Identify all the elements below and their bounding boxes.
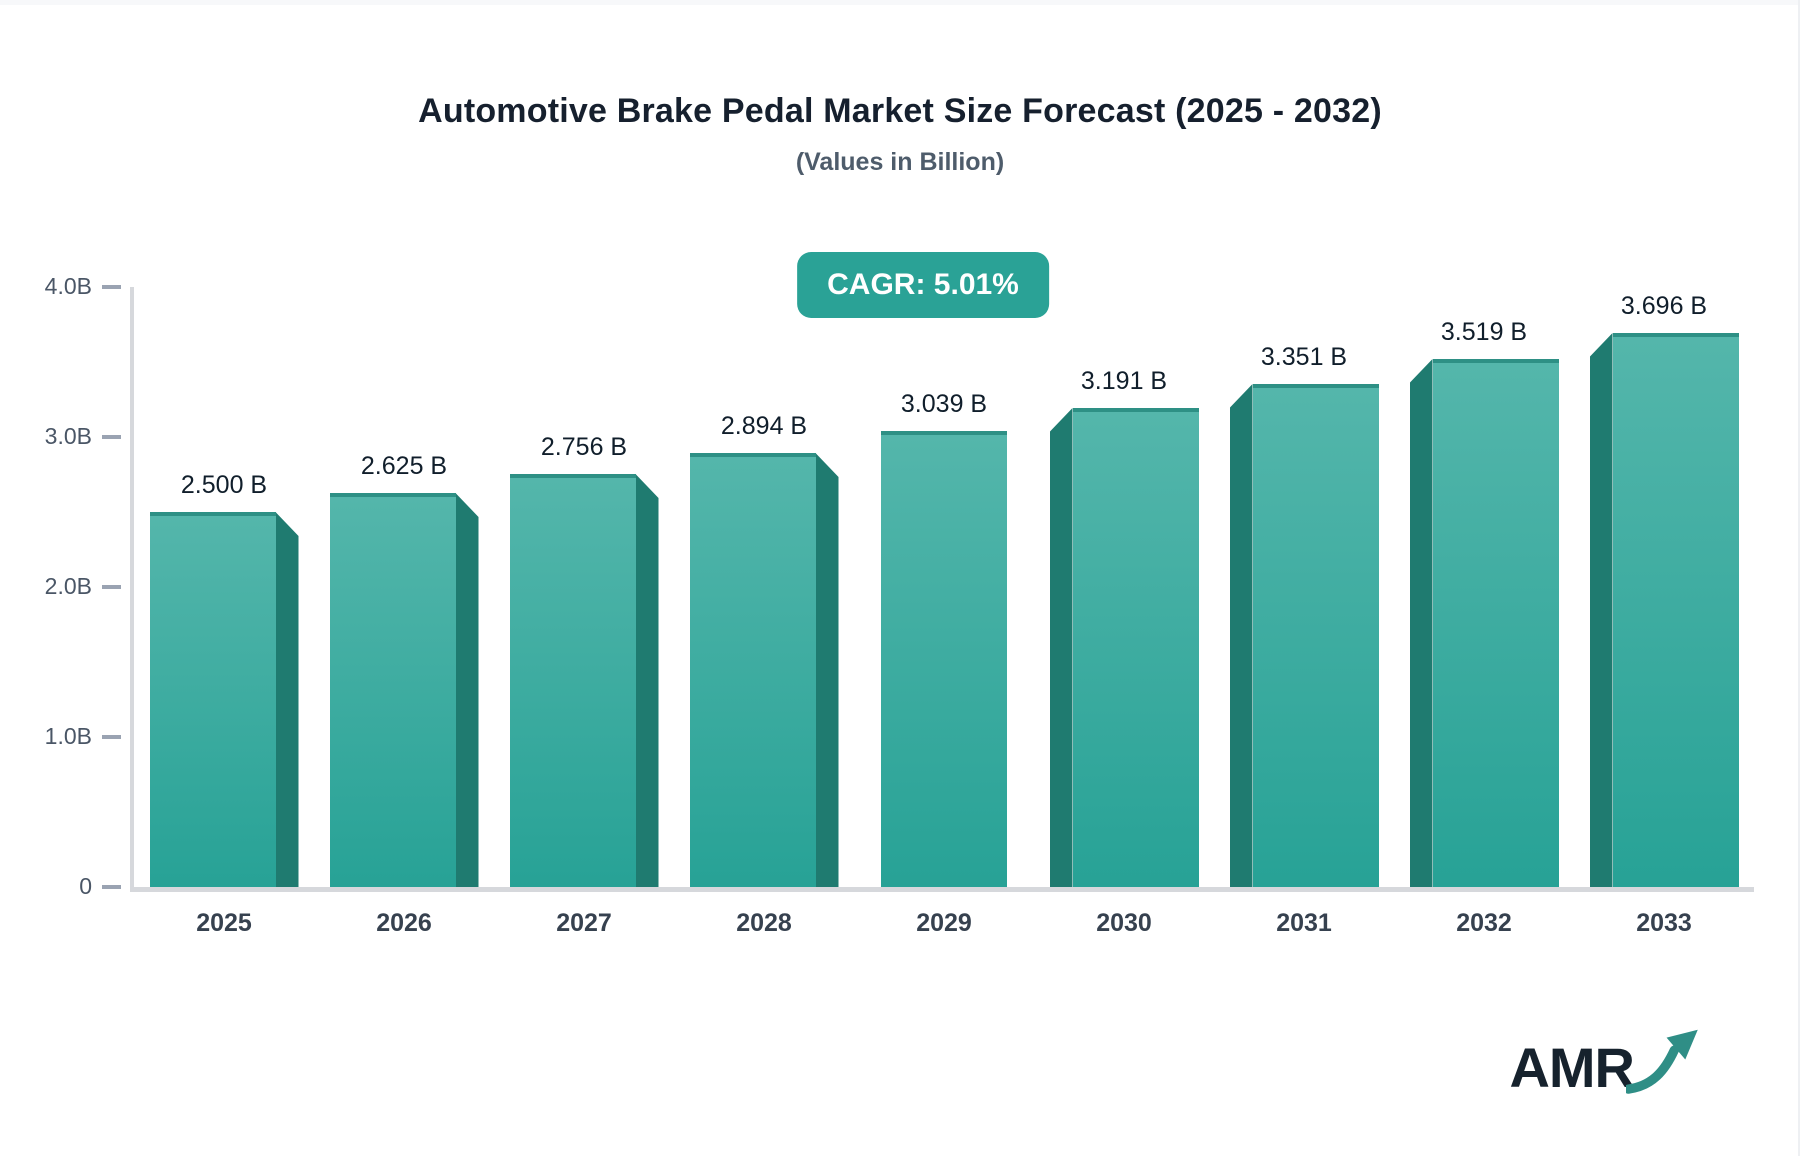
bar-value-label-2027: 2.756 B [540, 433, 628, 461]
chart-subtitle: (Values in Billion) [795, 148, 1005, 176]
bar-slot-2026: 2.625 B 2026 [314, 287, 494, 937]
bar-slot-2028: 2.894 B 2028 [674, 287, 854, 937]
bar-2026: 2.625 B 2026 [329, 452, 479, 937]
bar-value-label-2030: 3.191 B [1080, 367, 1168, 395]
plot-area: 2.500 B 2025 2.625 B 2026 2.756 B 2027 2.894 B… [45, 273, 1754, 937]
bar-side-panel-2030 [1049, 408, 1073, 887]
bar-2028: 2.894 B 2028 [689, 412, 839, 937]
x-axis-label-2025: 2025 [196, 909, 252, 937]
y-axis-tick-4.0B [102, 285, 121, 289]
y-axis-label-3.0B: 3.0B [44, 423, 92, 449]
bar-side-panel-2025 [275, 512, 299, 887]
y-axis-label-1.0B: 1.0B [44, 723, 92, 749]
y-axis-tick-3.0B [102, 435, 121, 439]
bar-face-2029[interactable] [881, 431, 1007, 887]
x-axis-label-2027: 2027 [556, 909, 612, 937]
bar-face-2026[interactable] [329, 493, 456, 887]
y-axis-tick-2.0B [102, 585, 121, 589]
page-right-border [1798, 0, 1800, 1156]
bar-face-2025[interactable] [149, 512, 276, 887]
y-axis-label-2.0B: 2.0B [44, 573, 92, 599]
bar-value-label-2031: 3.351 B [1260, 343, 1348, 371]
bar-2025: 2.500 B 2025 [149, 471, 299, 937]
bar-face-2032[interactable] [1432, 359, 1559, 887]
bar-value-label-2029: 3.039 B [900, 390, 988, 418]
x-axis-label-2030: 2030 [1096, 909, 1152, 937]
bar-side-panel-2027 [635, 474, 659, 887]
bar-slot-2031: 3.351 B 2031 [1214, 287, 1394, 937]
bar-slot-2025: 2.500 B 2025 [134, 287, 314, 937]
bar-2031: 3.351 B 2031 [1229, 343, 1379, 937]
x-axis-label-2026: 2026 [376, 909, 432, 937]
bar-side-panel-2031 [1229, 384, 1253, 887]
bar-face-2033[interactable] [1612, 333, 1739, 887]
cagr-badge: CAGR: 5.01% [797, 252, 1049, 318]
y-axis-label-4.0B: 4.0B [44, 273, 92, 299]
bar-value-label-2025: 2.500 B [180, 471, 268, 499]
page-top-border [0, 0, 1800, 5]
bar-2029: 3.039 B 2029 [881, 390, 1007, 937]
bar-side-panel-2028 [815, 453, 839, 887]
x-axis-label-2028: 2028 [736, 909, 792, 937]
x-axis-label-2029: 2029 [916, 909, 972, 937]
bar-face-2031[interactable] [1252, 384, 1379, 887]
bar-value-label-2028: 2.894 B [720, 412, 808, 440]
bar-2030: 3.191 B 2030 [1049, 367, 1199, 937]
x-axis-label-2031: 2031 [1276, 909, 1332, 937]
bar-slot-2027: 2.756 B 2027 [494, 287, 674, 937]
x-axis-label-2032: 2032 [1456, 909, 1512, 937]
bar-face-2027[interactable] [509, 474, 636, 887]
y-axis-tick-1.0B [102, 735, 121, 739]
bar-side-panel-2032 [1409, 359, 1433, 887]
amr-logo: AMR [1509, 1026, 1704, 1096]
bar-side-panel-2026 [455, 493, 479, 887]
chart-title: Automotive Brake Pedal Market Size Forec… [418, 92, 1382, 130]
bar-face-2028[interactable] [689, 453, 816, 887]
bar-slot-2033: 3.696 B 2033 [1574, 287, 1754, 937]
bars-row: 2.500 B 2025 2.625 B 2026 2.756 B 2027 2.894 B… [134, 287, 1754, 937]
amr-logo-text: AMR [1509, 1036, 1635, 1099]
growth-arrow-icon [1626, 1029, 1698, 1094]
bar-slot-2030: 3.191 B 2030 [1034, 287, 1214, 937]
bar-side-panel-2033 [1589, 333, 1613, 887]
x-axis-label-2033: 2033 [1636, 909, 1692, 937]
bar-value-label-2032: 3.519 B [1440, 318, 1528, 346]
bar-2027: 2.756 B 2027 [509, 433, 659, 937]
bar-2032: 3.519 B 2032 [1409, 318, 1559, 937]
bar-value-label-2033: 3.696 B [1620, 292, 1708, 320]
bar-slot-2032: 3.519 B 2032 [1394, 287, 1574, 937]
y-axis-tick-0 [102, 885, 121, 889]
bar-2033: 3.696 B 2033 [1589, 292, 1739, 937]
y-axis-label-0: 0 [79, 873, 92, 899]
bar-slot-2029: 3.039 B 2029 [854, 287, 1034, 937]
bar-value-label-2026: 2.625 B [360, 452, 448, 480]
bar-face-2030[interactable] [1072, 408, 1199, 887]
